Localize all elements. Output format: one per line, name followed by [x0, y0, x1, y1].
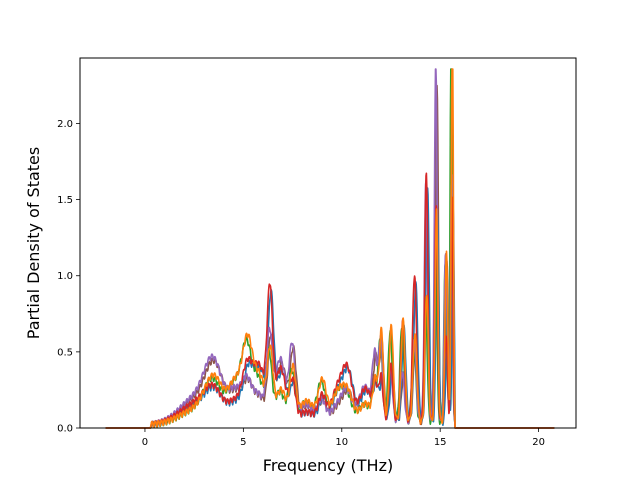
y-tick-label: 0.5	[57, 347, 73, 358]
x-tick-label: 20	[532, 437, 545, 448]
y-tick-label: 2.0	[57, 119, 73, 130]
plot-frame	[79, 57, 577, 429]
y-axis-ticks: 0.0 0.5 1.0 1.5 2.0	[57, 119, 80, 435]
x-tick-label: 0	[142, 437, 148, 448]
x-axis-ticks: 0 5 10 15 20	[142, 428, 545, 448]
x-tick-label: 10	[335, 437, 348, 448]
y-axis-label: Partial Density of States	[24, 147, 43, 339]
y-tick-label: 1.5	[57, 195, 73, 206]
x-axis-label: Frequency (THz)	[263, 456, 393, 475]
y-tick-label: 1.0	[57, 271, 73, 282]
x-tick-label: 5	[240, 437, 246, 448]
y-tick-label: 0.0	[57, 424, 73, 435]
x-tick-label: 15	[434, 437, 447, 448]
